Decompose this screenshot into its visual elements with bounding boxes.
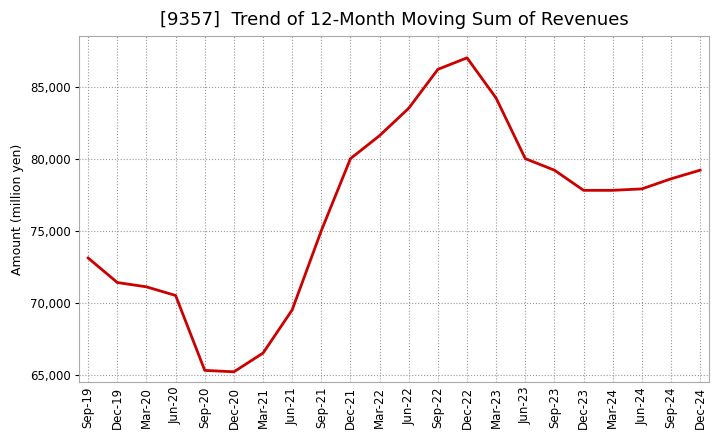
Title: [9357]  Trend of 12-Month Moving Sum of Revenues: [9357] Trend of 12-Month Moving Sum of R…	[160, 11, 629, 29]
Y-axis label: Amount (million yen): Amount (million yen)	[11, 143, 24, 275]
